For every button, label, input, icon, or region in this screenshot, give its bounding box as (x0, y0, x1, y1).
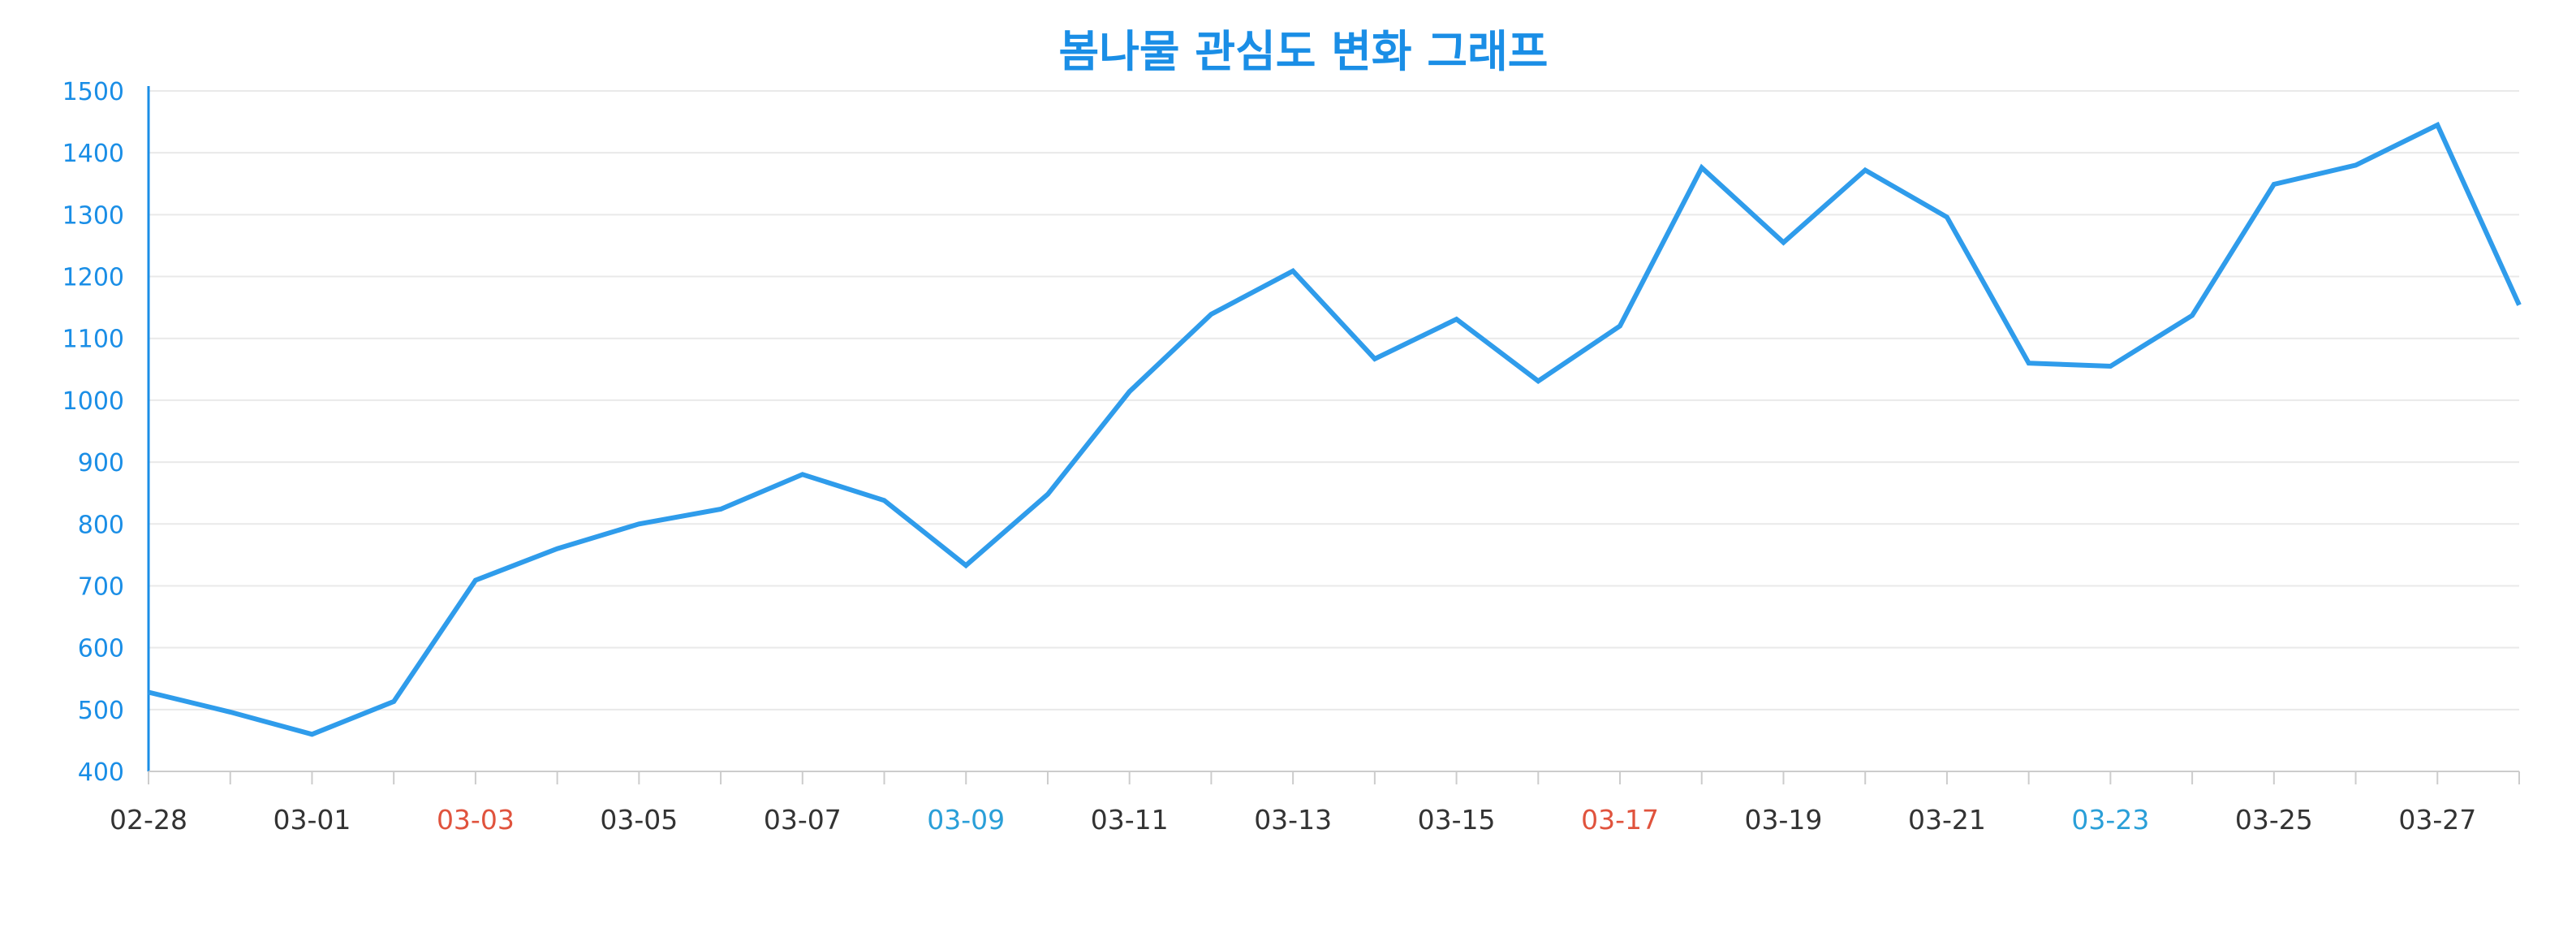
y-tick-label: 400 (78, 758, 124, 787)
x-tick-label: 03-15 (1418, 804, 1496, 836)
x-tick-label: 02-28 (110, 804, 187, 836)
x-tick-label: 03-11 (1091, 804, 1169, 836)
x-tick-label: 03-17 (1581, 804, 1659, 836)
y-tick-label: 1500 (62, 78, 124, 106)
x-tick-label: 03-05 (600, 804, 678, 836)
x-tick-label: 03-03 (437, 804, 515, 836)
data-point (963, 563, 968, 568)
y-tick-label: 1300 (62, 201, 124, 230)
data-point (2027, 361, 2031, 365)
data-point (555, 546, 560, 551)
y-axis-ticks: 400 500 600 700 800 900 1000 1100 1200 1300 1400 15… (62, 78, 124, 787)
data-point (2190, 313, 2195, 318)
x-tick-label: 03-09 (927, 804, 1005, 836)
grid-lines (149, 90, 2519, 711)
data-point (1290, 269, 1295, 274)
data-point (1618, 323, 1622, 328)
data-point (1208, 312, 1213, 317)
x-axis-ticks: 02-28 03-01 03-03 03-05 03-07 03-09 03-11 03-13… (110, 771, 2520, 836)
data-point (1045, 492, 1050, 497)
y-tick-label: 500 (78, 697, 124, 725)
data-point (2354, 162, 2358, 167)
y-tick-label: 800 (78, 511, 124, 539)
y-tick-label: 1000 (62, 387, 124, 416)
y-tick-label: 900 (78, 449, 124, 477)
data-point (2435, 123, 2440, 127)
y-tick-label: 1400 (62, 140, 124, 168)
x-tick-label: 03-07 (764, 804, 842, 836)
data-point (146, 689, 151, 694)
x-tick-label: 03-23 (2071, 804, 2149, 836)
data-point (1536, 378, 1540, 383)
data-point (473, 578, 478, 583)
chart-title: 봄나물 관심도 변화 그래프 (1059, 26, 1549, 77)
data-point (1372, 356, 1377, 361)
data-point (1127, 389, 1132, 394)
data-point (2517, 303, 2522, 308)
x-tick-label: 03-27 (2398, 804, 2476, 836)
y-tick-label: 1100 (62, 326, 124, 354)
data-point (391, 699, 396, 704)
data-point (2272, 182, 2277, 187)
data-point (228, 710, 233, 715)
data-point (2108, 364, 2113, 369)
data-point (309, 732, 314, 736)
data-point (636, 521, 641, 526)
data-point (1454, 317, 1459, 322)
data-point (800, 472, 805, 477)
x-tick-label: 03-13 (1254, 804, 1332, 836)
x-tick-label: 03-01 (274, 804, 351, 836)
data-point (1781, 240, 1786, 245)
data-point (1699, 165, 1704, 170)
y-tick-label: 700 (78, 572, 124, 601)
data-point (1945, 214, 1949, 219)
x-tick-label: 03-25 (2235, 804, 2313, 836)
data-point (882, 498, 887, 503)
x-tick-label: 03-21 (1908, 804, 1986, 836)
x-tick-label: 03-19 (1745, 804, 1823, 836)
y-tick-label: 600 (78, 635, 124, 663)
y-tick-label: 1200 (62, 264, 124, 292)
data-point (718, 507, 723, 512)
series-line (148, 121, 2522, 737)
data-point (1863, 168, 1867, 173)
